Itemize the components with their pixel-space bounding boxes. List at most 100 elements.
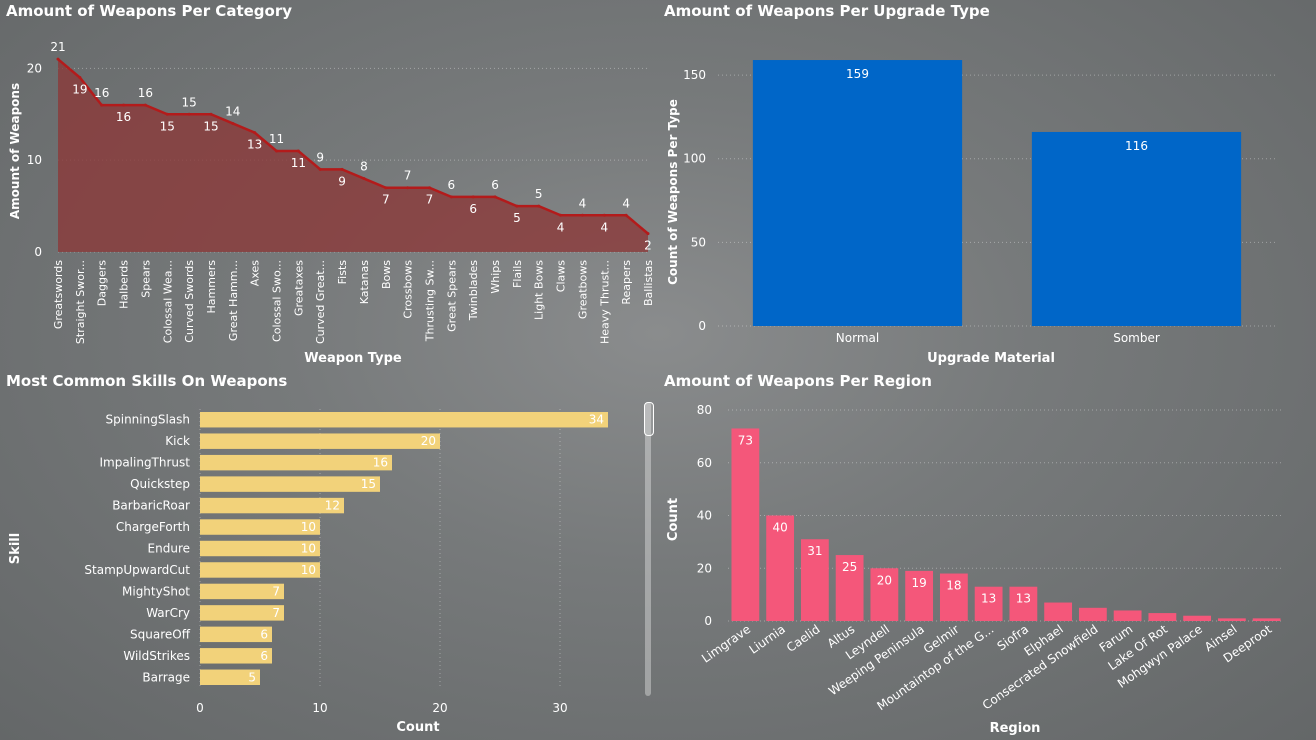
data-label: 13 [1016,592,1031,606]
bar [1031,131,1242,326]
x-tick-label: Whips [489,260,502,294]
data-label: 19 [911,576,926,590]
x-tick-label: Ballistas [642,260,655,306]
data-label: 11 [291,156,306,170]
y-tick-label: ChargeForth [116,520,190,534]
data-point [187,112,191,116]
data-label: 6 [491,178,499,192]
x-axis-title: Count [396,720,439,735]
y-tick-label: 50 [691,235,706,249]
x-tick-label: Spears [139,260,152,298]
data-label: 7 [426,193,434,207]
category-chart-title: Amount of Weapons Per Category [6,2,293,20]
bar [870,568,899,621]
bar [835,555,864,621]
x-tick-label: Bows [380,260,393,289]
x-tick-label: Axes [249,260,262,286]
data-label: 25 [842,560,857,574]
x-tick-label: 30 [552,701,567,715]
data-label: 4 [622,196,630,210]
bar [1217,618,1246,621]
y-tick-label: Quickstep [130,477,190,491]
y-tick-label: SpinningSlash [106,413,191,427]
data-point [427,186,431,190]
y-axis-title: Count of Weapons Per Type [666,99,680,285]
skills-scrollbar-thumb[interactable] [644,402,654,436]
y-tick-label: 150 [683,68,706,82]
y-tick-label: WarCry [146,606,190,620]
x-tick-label: Great Hamm... [227,260,240,341]
y-tick-label: 0 [698,319,706,333]
data-label: 2 [644,239,652,253]
bar [200,540,320,557]
data-label: 40 [772,521,787,535]
area-fill [58,59,648,252]
x-tick-label: Normal [836,331,879,345]
data-label: 16 [116,110,131,124]
data-label: 4 [579,196,587,210]
bar [200,412,608,428]
data-label: 159 [846,67,869,81]
data-point [449,195,453,199]
data-point [537,204,541,208]
bar [200,454,392,471]
y-tick-label: StampUpwardCut [84,563,190,577]
x-tick-label: Flails [511,260,524,288]
skills-scrollbar[interactable] [645,402,651,696]
data-point [122,103,126,107]
data-point [602,213,606,217]
data-label: 7 [404,169,412,183]
skills-chart-panel: Most Common Skills On Weapons 0 10 20 30 34 S… [6,372,656,738]
data-label: 34 [589,413,604,427]
data-point [318,167,322,171]
data-point [231,121,235,125]
data-label: 31 [807,544,822,558]
data-point [275,149,279,153]
data-label: 9 [316,150,324,164]
y-tick-label: Barrage [142,670,190,684]
upgrade-chart-title: Amount of Weapons Per Upgrade Type [664,2,990,20]
data-label: 14 [225,104,240,118]
data-label: 116 [1125,139,1148,153]
data-label: 20 [421,434,436,448]
y-tick-label: MightyShot [122,584,190,598]
x-tick-label: Caelid [784,622,823,655]
data-point [78,76,82,80]
x-tick-label: 10 [312,701,327,715]
bar [200,648,272,664]
data-label: 20 [877,573,892,587]
upgrade-chart: 0 50 100 150 159 Normal 116 Somber Count of Weap… [666,60,1276,366]
x-tick-label: Colossal Swo... [271,260,284,342]
bar [939,573,968,621]
bar [1183,615,1212,621]
series-line [57,58,649,235]
y-axis-title: Amount of Weapons [8,83,22,219]
bar [200,519,320,535]
data-point [100,103,104,107]
data-label: 11 [269,132,284,146]
bar [974,586,1003,621]
data-label: 4 [557,220,565,234]
x-tick-label: Straight Swor... [74,260,87,344]
data-label: 5 [535,187,543,201]
data-label: 16 [373,456,388,470]
bar [1044,602,1073,621]
bar [1009,586,1038,621]
y-axis-title: Skill [8,533,23,564]
y-tick-label: WildStrikes [123,649,190,663]
data-point [493,195,497,199]
data-point [406,186,410,190]
x-tick-label: Limgrave [699,622,753,666]
data-label: 10 [301,563,316,577]
x-tick-label: Colossal Wea... [161,260,174,343]
bar [800,539,829,621]
bar [1078,607,1107,621]
x-tick-label: Greatbows [576,260,589,319]
y-tick-label: 0 [34,245,42,259]
x-tick-label: 20 [432,701,447,715]
x-tick-label: Fists [336,260,349,285]
bar [200,669,260,685]
data-point [209,112,213,116]
x-tick-label: Heavy Thrust... [598,260,611,344]
x-tick-label: Curved Great... [314,260,327,344]
